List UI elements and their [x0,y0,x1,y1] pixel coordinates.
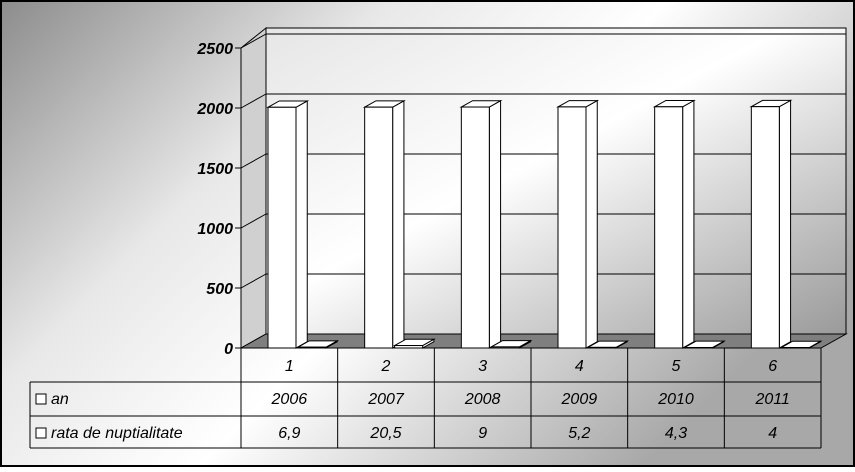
table-row-label: rata de nuptialitate [51,425,183,442]
table-row-label: an [51,391,69,408]
legend-key [35,393,47,405]
table-cell: 2010 [657,391,694,408]
y-tick-label: 2000 [196,101,233,118]
x-category-label: 2 [381,358,391,375]
table-cell: 5,2 [568,425,590,442]
y-tick-label: 0 [224,341,233,358]
table-cell: 9 [478,425,487,442]
x-category-label: 3 [478,358,487,375]
bar-series-an [749,99,793,349]
table-cell: 6,9 [278,425,300,442]
bar-series-an [266,100,310,349]
table-cell: 2007 [367,391,405,408]
table-cell: 2009 [561,391,598,408]
plot-side-wall [240,26,267,349]
gridline-side [240,93,267,109]
table-cell: 2011 [754,391,789,408]
bar-series-rata-de-nuptialitate [392,338,436,349]
bar-series-rata-de-nuptialitate [296,340,340,349]
x-category-label: 5 [672,358,681,375]
gridline-side [240,213,267,229]
bar-series-an [362,100,406,349]
bar-series-an [652,99,696,349]
table-cell: 4 [768,425,777,442]
table-cell: 4,3 [665,425,687,442]
gridline-side [240,33,267,49]
legend-key [35,427,47,439]
y-tick-label: 1500 [197,161,233,178]
table-cell: 20,5 [369,425,401,442]
gridline-side [240,153,267,169]
table-cell: 2006 [271,391,308,408]
x-category-label: 4 [575,358,584,375]
gridline-side [240,273,267,289]
y-tick-label: 1000 [197,221,233,238]
bar-series-an [459,99,503,349]
x-category-label: 1 [285,358,294,375]
bar-series-an [556,99,600,349]
y-tick-label: 2500 [196,41,233,58]
table-cell: 2008 [464,391,501,408]
y-tick-label: 500 [206,281,233,298]
x-category-label: 6 [768,358,777,375]
